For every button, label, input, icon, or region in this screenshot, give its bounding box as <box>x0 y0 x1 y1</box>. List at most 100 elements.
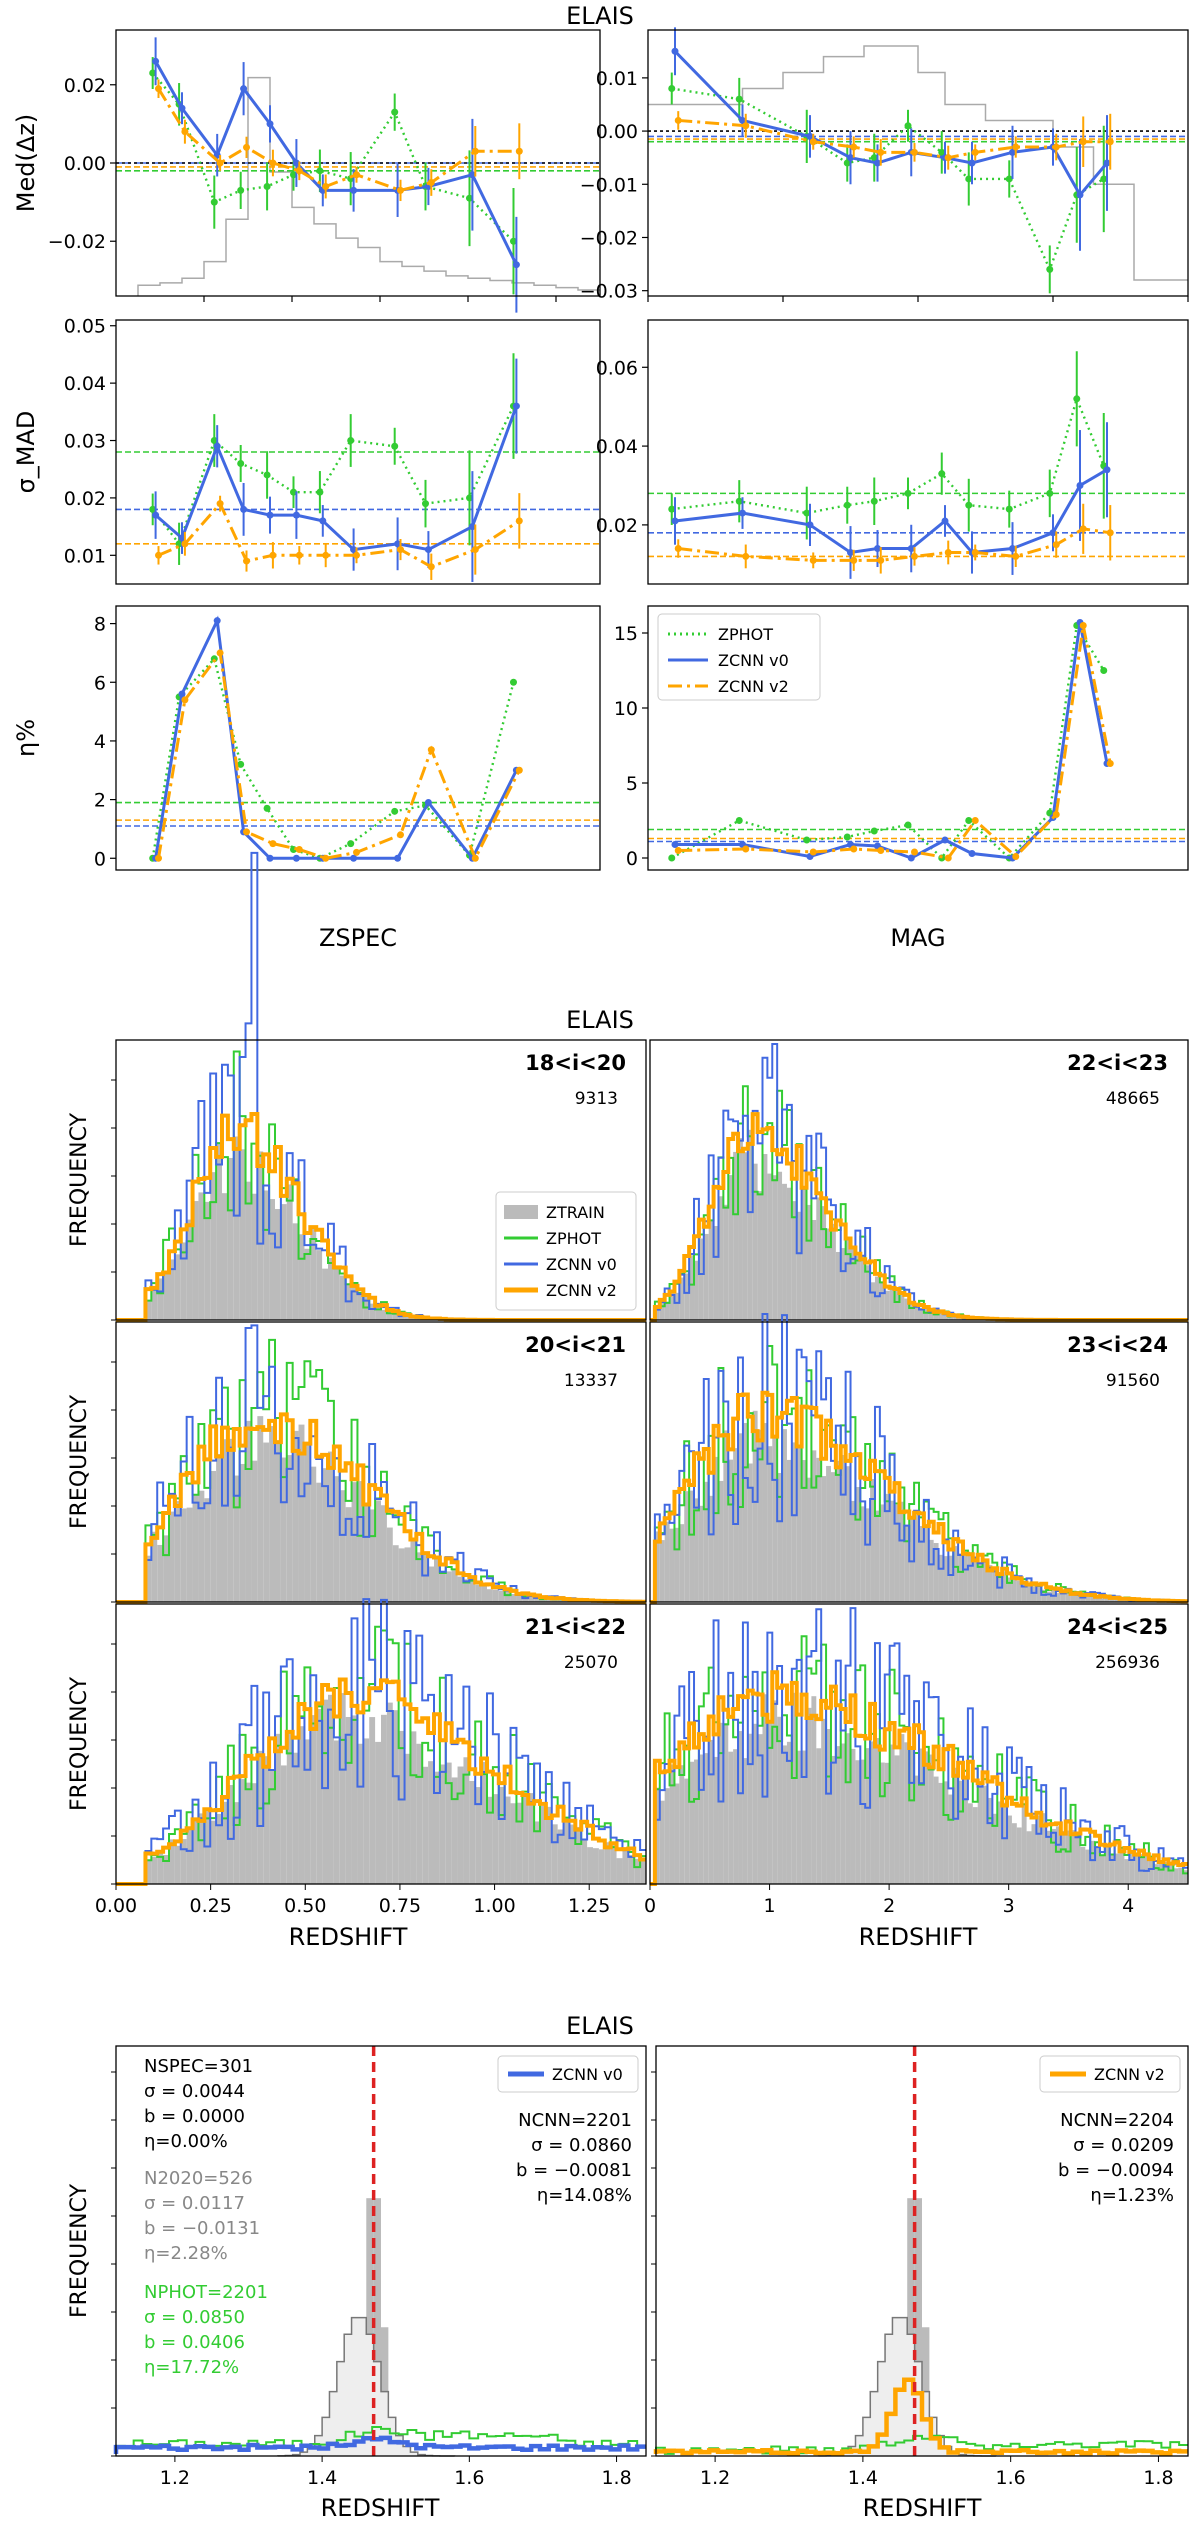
hist-panel-5: 24<i<25 256936 0 1 2 3 4 <box>644 1603 1189 1917</box>
series-line-zcnn-v0 <box>673 50 1109 198</box>
ztrain-bar <box>628 1855 635 1884</box>
axes-frame <box>655 2045 1189 2457</box>
ztrain-bar <box>938 1782 944 1884</box>
x-tick-label: 0.00 <box>95 1895 137 1917</box>
data-point <box>1106 760 1114 767</box>
ztrain-bar <box>386 1309 393 1320</box>
ztrain-bar <box>1163 1861 1169 1884</box>
y-tick-label: 6 <box>94 672 106 694</box>
ztrain-bar <box>1060 1830 1066 1884</box>
ztrain-bar <box>923 1524 929 1602</box>
data-point <box>910 552 918 560</box>
ztrain-bar <box>534 1821 540 1884</box>
data-point <box>971 548 979 556</box>
ztrain-bar <box>163 1274 169 1320</box>
ztrain-bar <box>904 1298 910 1320</box>
hist-panel-1: 22<i<23 48665 <box>649 1039 1189 1322</box>
ztrain-bar <box>742 1152 748 1320</box>
zcnn-v0-step <box>650 1313 1188 1603</box>
panel-range-label: 23<i<24 <box>1067 1333 1168 1357</box>
data-point <box>292 854 300 862</box>
ztrain-bar <box>322 1699 328 1884</box>
ztrain-bar <box>587 1847 593 1884</box>
ztrain-bar <box>933 1542 939 1602</box>
data-point <box>213 617 221 625</box>
ztrain-bar <box>767 1173 773 1320</box>
data-point <box>181 540 189 548</box>
ztrain-bar <box>286 1455 293 1602</box>
ztrain-bar <box>239 1149 246 1320</box>
data-point <box>668 505 676 513</box>
data-point <box>266 854 274 862</box>
y-tick-label: 0.02 <box>596 515 638 537</box>
ztrain-bar <box>1031 1824 1037 1884</box>
ztrain-bar <box>1099 1854 1105 1884</box>
cluster-panel-1: 1.2 1.4 1.6 1.8 ZCNN v2 NCNN=2204 σ = 0.0209 b … <box>651 2045 1189 2489</box>
y-tick-label: 0.05 <box>64 316 106 338</box>
ztrain-bar <box>801 1460 807 1602</box>
ztrain-bar <box>428 1761 434 1884</box>
ylabel-sigma-mad: σ_MAD <box>12 411 40 494</box>
data-point <box>322 182 330 190</box>
panel-count-label: 91560 <box>1106 1371 1160 1391</box>
ztrain-bar <box>280 1457 287 1602</box>
panel-2: 0.01 0.02 0.03 0.04 0.05 <box>64 316 601 585</box>
data-point <box>289 488 297 496</box>
data-point <box>353 848 361 856</box>
n2020-stats-line: η=2.28% <box>144 2243 228 2264</box>
ztrain-bar <box>251 1460 258 1602</box>
data-point <box>944 854 952 862</box>
ztrain-bar <box>386 1702 393 1884</box>
ztrain-bar <box>310 1226 317 1320</box>
ztrain-bar <box>738 1731 743 1884</box>
ztrain-bar <box>982 1785 988 1884</box>
ztrain-bar <box>830 1472 836 1602</box>
data-point <box>155 551 163 559</box>
ztrain-bar <box>1134 1854 1140 1884</box>
ztrain-bar <box>796 1211 802 1320</box>
ztrain-bar <box>703 1233 709 1320</box>
ztrain-bar <box>333 1740 340 1884</box>
ztrain-bar <box>752 1410 758 1602</box>
ztrain-bar <box>914 1775 919 1884</box>
cnn-stats-line: NCNN=2201 <box>518 2110 632 2131</box>
ztrain-bar <box>733 1448 739 1602</box>
axes-frame <box>115 2045 647 2457</box>
ztrain-bar <box>659 1800 665 1884</box>
ztrain-bar <box>698 1238 704 1320</box>
cnn-stats-line: η=1.23% <box>1090 2185 1174 2206</box>
ztrain-bar <box>245 1420 252 1602</box>
section1-title: ELAIS <box>566 2 634 30</box>
ztrain-bar <box>375 1500 381 1602</box>
data-point <box>155 85 163 93</box>
ztrain-bar <box>752 1163 758 1320</box>
ztrain-bar <box>1104 1843 1110 1884</box>
ztrain-bar <box>386 1527 393 1602</box>
legend-label: ZCNN v2 <box>546 1281 617 1300</box>
data-point <box>322 854 330 862</box>
ztrain-bar <box>904 1525 910 1602</box>
legend-label: ZPHOT <box>546 1229 601 1248</box>
data-point <box>1079 525 1087 533</box>
ztrain-bar <box>782 1183 787 1320</box>
ztrain-bar <box>772 1435 778 1602</box>
ztrain-bar <box>840 1248 846 1320</box>
ztrain-bar <box>227 1157 234 1320</box>
ztrain-bar <box>1168 1863 1174 1884</box>
panel-count-label: 9313 <box>575 1089 618 1109</box>
ztrain-bar <box>1143 1855 1149 1884</box>
ztrain-bar <box>742 1423 748 1602</box>
ztrain-bar <box>786 1187 792 1320</box>
ztrain-bar <box>463 1757 470 1884</box>
ztrain-bar <box>522 1596 529 1602</box>
ztrain-bar <box>953 1315 959 1320</box>
data-point <box>904 821 912 829</box>
ztrain-bar <box>398 1730 405 1884</box>
y-tick-label: 0.03 <box>64 431 106 453</box>
cnn-stats-line: η=14.08% <box>537 2185 632 2206</box>
ztrain-bar <box>304 1442 311 1602</box>
ylabel-frequency: FREQUENCY <box>67 1394 92 1529</box>
y-tick-label: 10 <box>614 698 638 720</box>
data-point <box>674 847 682 854</box>
ztrain-bar <box>728 1175 734 1320</box>
